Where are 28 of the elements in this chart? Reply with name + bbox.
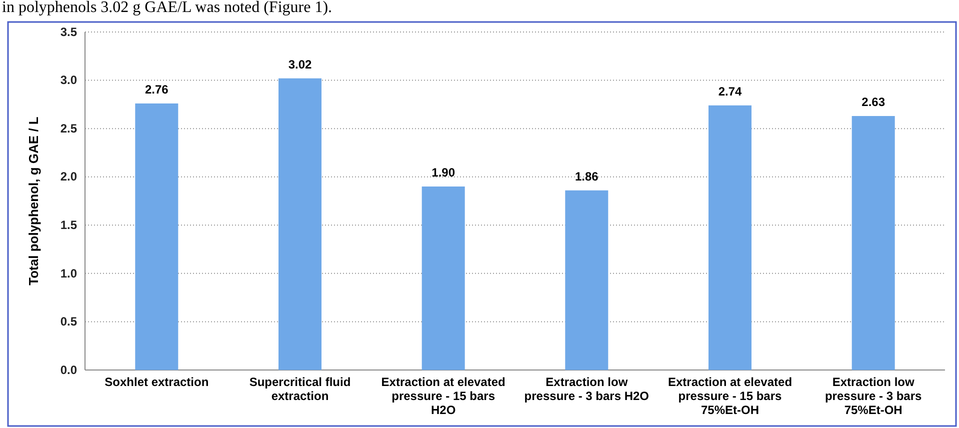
x-tick-label: Extraction at elevated pressure - 15 bars 75%Et-OH xyxy=(668,375,792,417)
x-tick-label: Extraction low pressure - 3 bars H2O xyxy=(524,375,650,403)
y-tick-label: 0.5 xyxy=(60,314,78,329)
y-tick-label: 1.5 xyxy=(60,218,78,232)
y-tick-label: 3.0 xyxy=(60,73,78,88)
bar xyxy=(278,78,322,370)
bar xyxy=(708,105,752,370)
y-tick-label: 3.5 xyxy=(60,24,78,39)
data-label: 3.02 xyxy=(288,57,312,72)
bar xyxy=(422,186,465,370)
y-tick-label: 2.5 xyxy=(60,121,78,136)
x-tick-label: Soxhlet extraction xyxy=(104,375,209,389)
y-tick-label: 1.0 xyxy=(60,266,78,280)
data-label: 2.74 xyxy=(718,84,742,98)
y-tick-label: 0.0 xyxy=(60,362,78,377)
bar xyxy=(565,190,608,370)
x-tick-label: Supercritical fluid extraction xyxy=(249,375,351,403)
x-tick-label: Extraction low pressure - 3 bars 75%Et-OH xyxy=(824,375,922,417)
data-label: 1.86 xyxy=(574,169,599,184)
x-tick-label: Extraction at elevated pressure - 15 bars H2O xyxy=(381,375,506,417)
y-tick-label: 2.0 xyxy=(60,170,78,184)
bar xyxy=(135,103,178,370)
y-axis-title: Total polyphenol, g GAE / L xyxy=(26,116,41,286)
text: in polyphenols 3.02 g GAE/L was noted (Figure 1). xyxy=(2,0,332,16)
data-label: 1.90 xyxy=(432,166,456,180)
data-label: 2.63 xyxy=(862,95,886,110)
bar xyxy=(852,116,895,370)
data-label: 2.76 xyxy=(144,82,169,96)
